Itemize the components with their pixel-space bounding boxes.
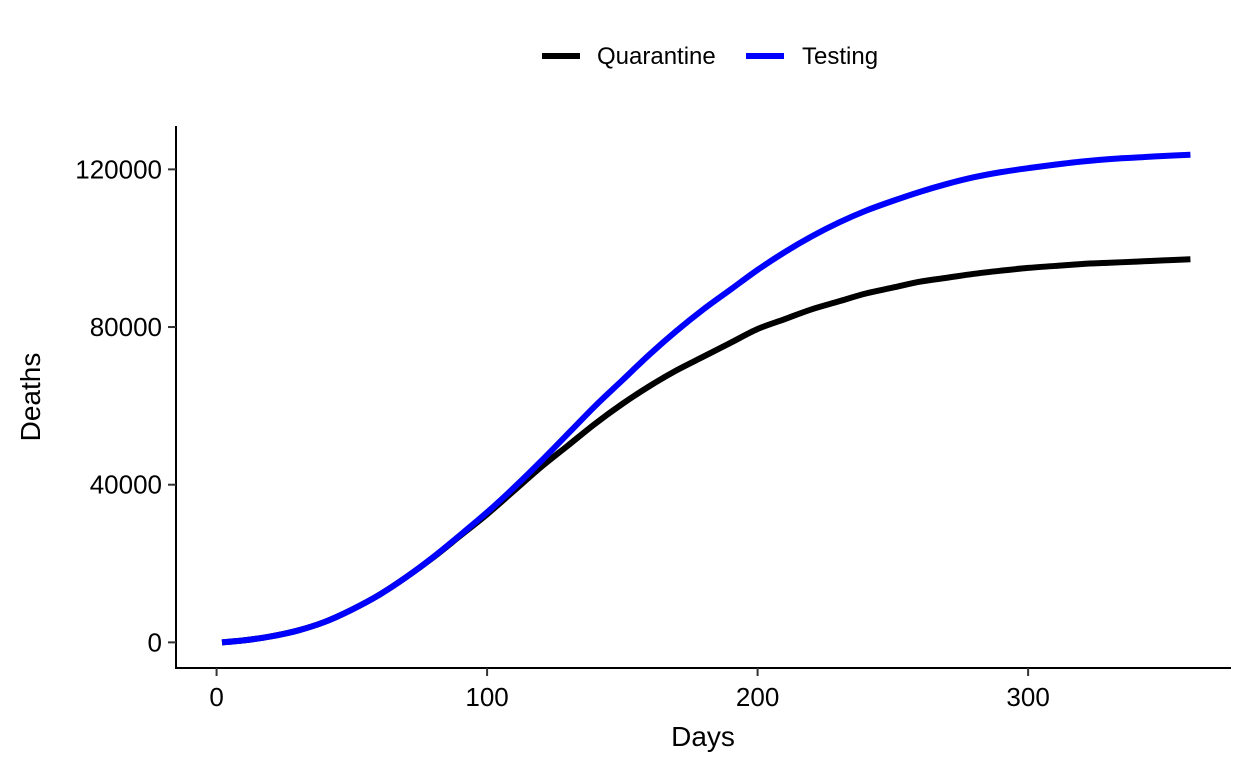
y-tick-label: 80000 <box>90 312 162 342</box>
y-tick-label: 120000 <box>75 154 162 184</box>
series-layer <box>221 151 1191 646</box>
legend: Quarantine Testing <box>542 43 878 70</box>
x-tick-label: 300 <box>1006 682 1049 712</box>
legend-label-quarantine: Quarantine <box>597 43 716 70</box>
x-axis-ticks: 0 100 200 300 <box>209 668 1050 712</box>
x-tick-label: 200 <box>736 682 779 712</box>
x-tick-label: 100 <box>465 682 508 712</box>
legend-label-testing: Testing <box>802 43 878 70</box>
y-tick-label: 40000 <box>90 470 162 500</box>
x-axis-title: Days <box>671 721 735 752</box>
series-line-quarantine <box>221 256 1191 646</box>
y-axis-ticks: 0 40000 80000 120000 <box>75 154 176 657</box>
x-tick-label: 0 <box>209 682 223 712</box>
y-axis-title: Deaths <box>15 353 46 442</box>
series-line-testing <box>221 151 1191 646</box>
y-tick-label: 0 <box>148 627 162 657</box>
